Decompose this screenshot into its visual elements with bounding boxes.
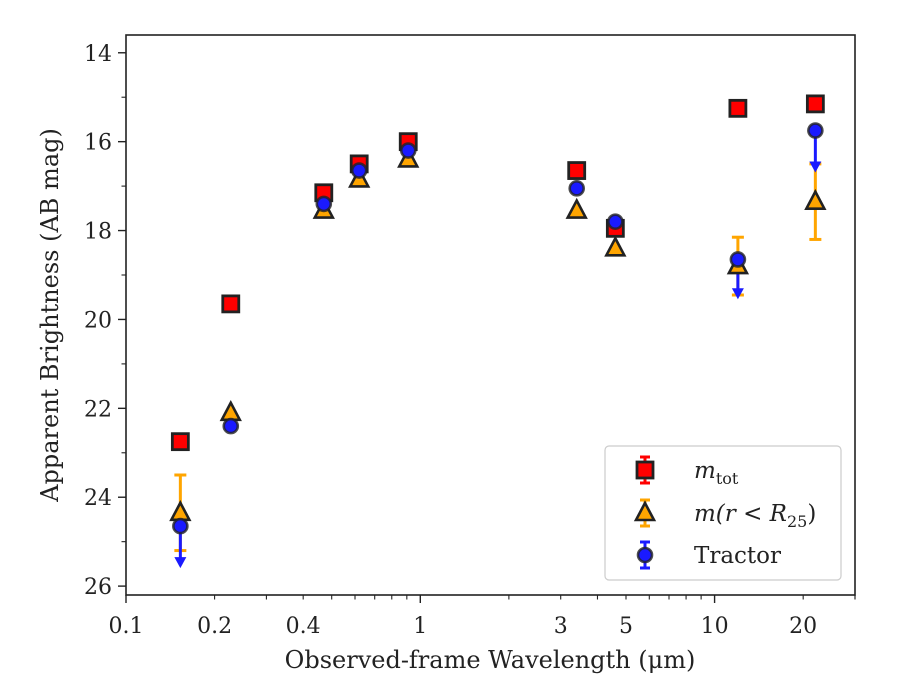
circle-marker <box>729 251 747 268</box>
legend-label: Tractor <box>694 543 781 569</box>
square-marker <box>170 432 190 452</box>
circle-marker <box>807 122 824 139</box>
y-axis-ticks: 14 16 18 20 22 24 26 <box>84 42 126 600</box>
x-tick-label: 10 <box>701 614 729 639</box>
x-tick-label: 1 <box>413 614 427 639</box>
circle-marker <box>607 213 624 230</box>
y-tick-label: 20 <box>84 308 112 333</box>
legend-label: m(r < R25) <box>694 501 816 531</box>
x-axis-label: Observed-frame Wavelength (μm) <box>285 646 696 674</box>
circle-marker <box>172 517 189 535</box>
upper-limit-arrow <box>174 557 187 569</box>
legend-square-marker <box>635 460 655 480</box>
y-tick-label: 24 <box>84 486 112 511</box>
upper-limit-arrow <box>809 161 822 173</box>
x-tick-label: 3 <box>554 614 568 639</box>
triangle-marker <box>804 188 827 210</box>
y-axis-label: Apparent Brightness (AB mag) <box>36 128 64 503</box>
square-marker <box>805 94 825 114</box>
legend-box <box>604 445 842 581</box>
circle-marker <box>315 195 333 213</box>
triangle-marker <box>565 197 588 219</box>
triangle-marker <box>604 235 627 257</box>
circle-marker <box>399 142 417 159</box>
square-marker <box>221 294 241 314</box>
y-tick-label: 14 <box>84 42 112 67</box>
x-axis-ticks: 0.1 0.2 0.4 1 3 5 10 20 <box>109 595 856 639</box>
data-markers <box>169 94 827 535</box>
legend-circle-marker <box>636 546 654 564</box>
x-tick-label: 0.1 <box>109 614 144 639</box>
y-tick-label: 26 <box>84 575 112 600</box>
x-tick-label: 0.2 <box>197 614 232 639</box>
x-tick-label: 20 <box>789 614 817 639</box>
legend-label: mtot <box>694 458 739 488</box>
circle-marker <box>568 180 586 197</box>
x-tick-label: 0.4 <box>286 614 321 639</box>
upper-limit-arrow <box>731 288 744 300</box>
circle-marker <box>222 417 240 435</box>
circle-marker <box>350 162 368 179</box>
legend-triangle-marker <box>633 500 657 522</box>
legend: mtot m(r < R25) Tractor <box>604 445 842 581</box>
square-marker <box>728 98 748 118</box>
y-tick-label: 16 <box>84 131 112 156</box>
square-marker <box>567 161 587 180</box>
y-tick-label: 22 <box>84 397 112 422</box>
y-tick-label: 18 <box>84 220 112 245</box>
x-tick-label: 5 <box>619 614 633 639</box>
